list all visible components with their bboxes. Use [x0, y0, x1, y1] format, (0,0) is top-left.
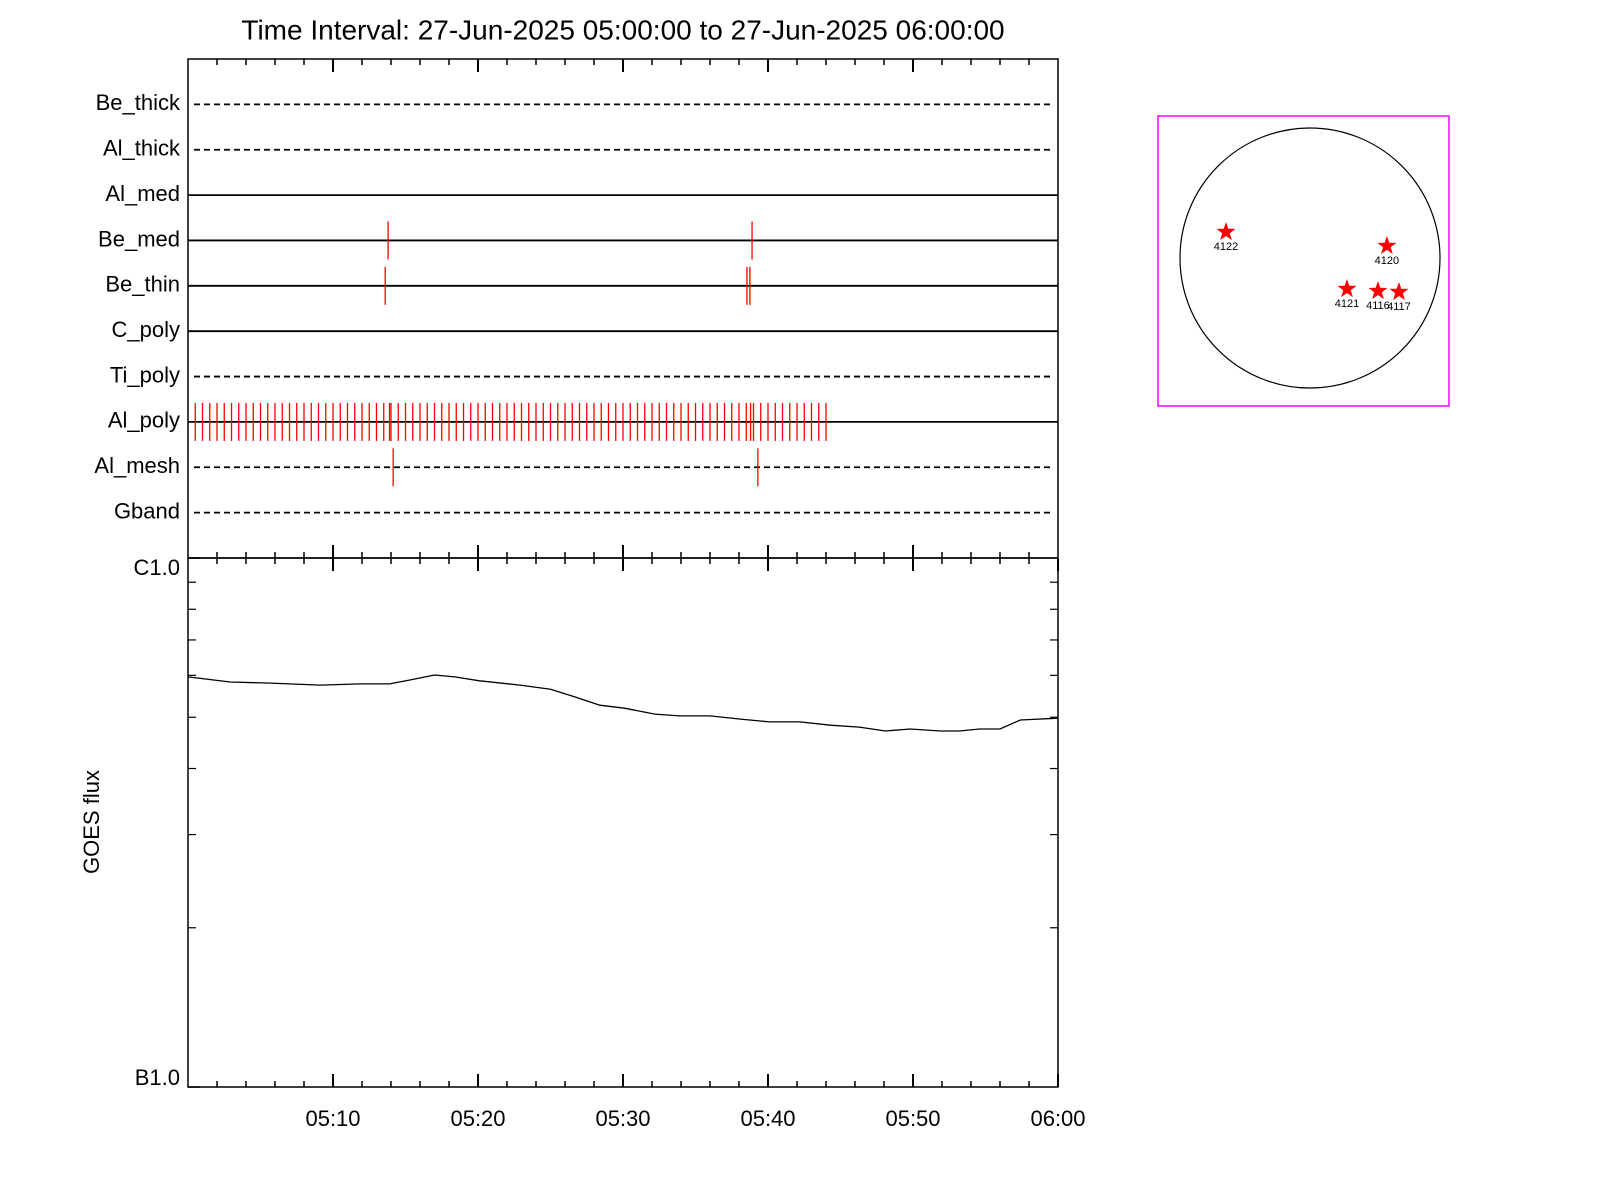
solar-disk: [1179, 127, 1441, 389]
row-label: Be_thin: [105, 272, 180, 297]
region-label: 4122: [1214, 241, 1238, 253]
x-tick-label: 05:40: [740, 1106, 795, 1131]
y-tick-label: C1.0: [134, 555, 180, 580]
region-marker: [1368, 281, 1388, 300]
region-label: 4121: [1335, 298, 1359, 310]
row-label: Al_poly: [108, 408, 180, 433]
region-marker: [1389, 282, 1409, 301]
row-label: Be_thick: [96, 90, 181, 115]
region-marker: [1377, 235, 1397, 254]
x-tick-label: 05:30: [595, 1106, 650, 1131]
row-label: Al_thick: [103, 136, 181, 161]
x-tick-label: 05:20: [450, 1106, 505, 1131]
row-label: Gband: [114, 498, 180, 523]
row-label: C_poly: [112, 317, 180, 342]
row-label: Al_mesh: [94, 453, 180, 478]
y-tick-label: B1.0: [135, 1065, 180, 1090]
x-tick-label: 06:00: [1030, 1106, 1085, 1131]
row-label: Be_med: [98, 226, 180, 251]
region-marker: [1337, 279, 1357, 298]
region-label: 4120: [1375, 255, 1399, 267]
row-label: Al_med: [105, 181, 180, 206]
region-label: 4116: [1366, 300, 1390, 312]
chart-title: Time Interval: 27-Jun-2025 05:00:00 to 2…: [241, 14, 1004, 45]
region-label: 4117: [1387, 301, 1411, 313]
row-label: Ti_poly: [110, 362, 180, 387]
y-axis-label: GOES flux: [79, 770, 104, 874]
flux-line: [187, 674, 1059, 732]
x-tick-label: 05:50: [885, 1106, 940, 1131]
region-marker: [1216, 222, 1236, 241]
x-tick-label: 05:10: [305, 1106, 360, 1131]
map-frame: [1157, 115, 1450, 407]
